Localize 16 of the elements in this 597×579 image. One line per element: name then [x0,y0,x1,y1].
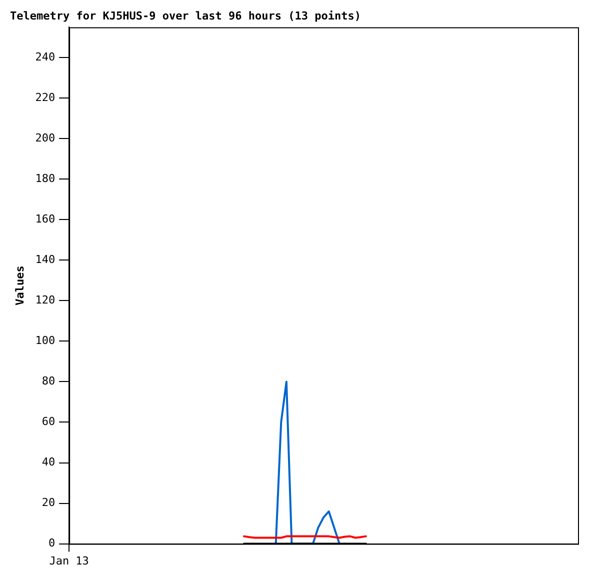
chart-title: Telemetry for KJ5HUS-9 over last 96 hours (13 points) [10,9,361,22]
x-tick-label: Jan 13 [49,554,89,568]
y-tick-label: 20 [42,496,56,510]
y-tick-label: 140 [35,253,56,266]
y-tick-label: 0 [48,536,56,550]
y-tick-label: 80 [42,374,56,388]
y-tick-label: 100 [35,334,56,348]
y-tick-label: 200 [35,131,56,144]
y-tick-label: 120 [35,294,56,307]
y-axis-title: Values [13,266,26,306]
y-tick-label: 240 [35,50,56,64]
y-tick-label: 180 [35,172,56,185]
y-tick-label: 220 [35,90,56,104]
y-tick-label: 60 [42,415,56,428]
y-tick-label: 40 [42,456,56,469]
y-tick-label: 160 [35,212,56,226]
